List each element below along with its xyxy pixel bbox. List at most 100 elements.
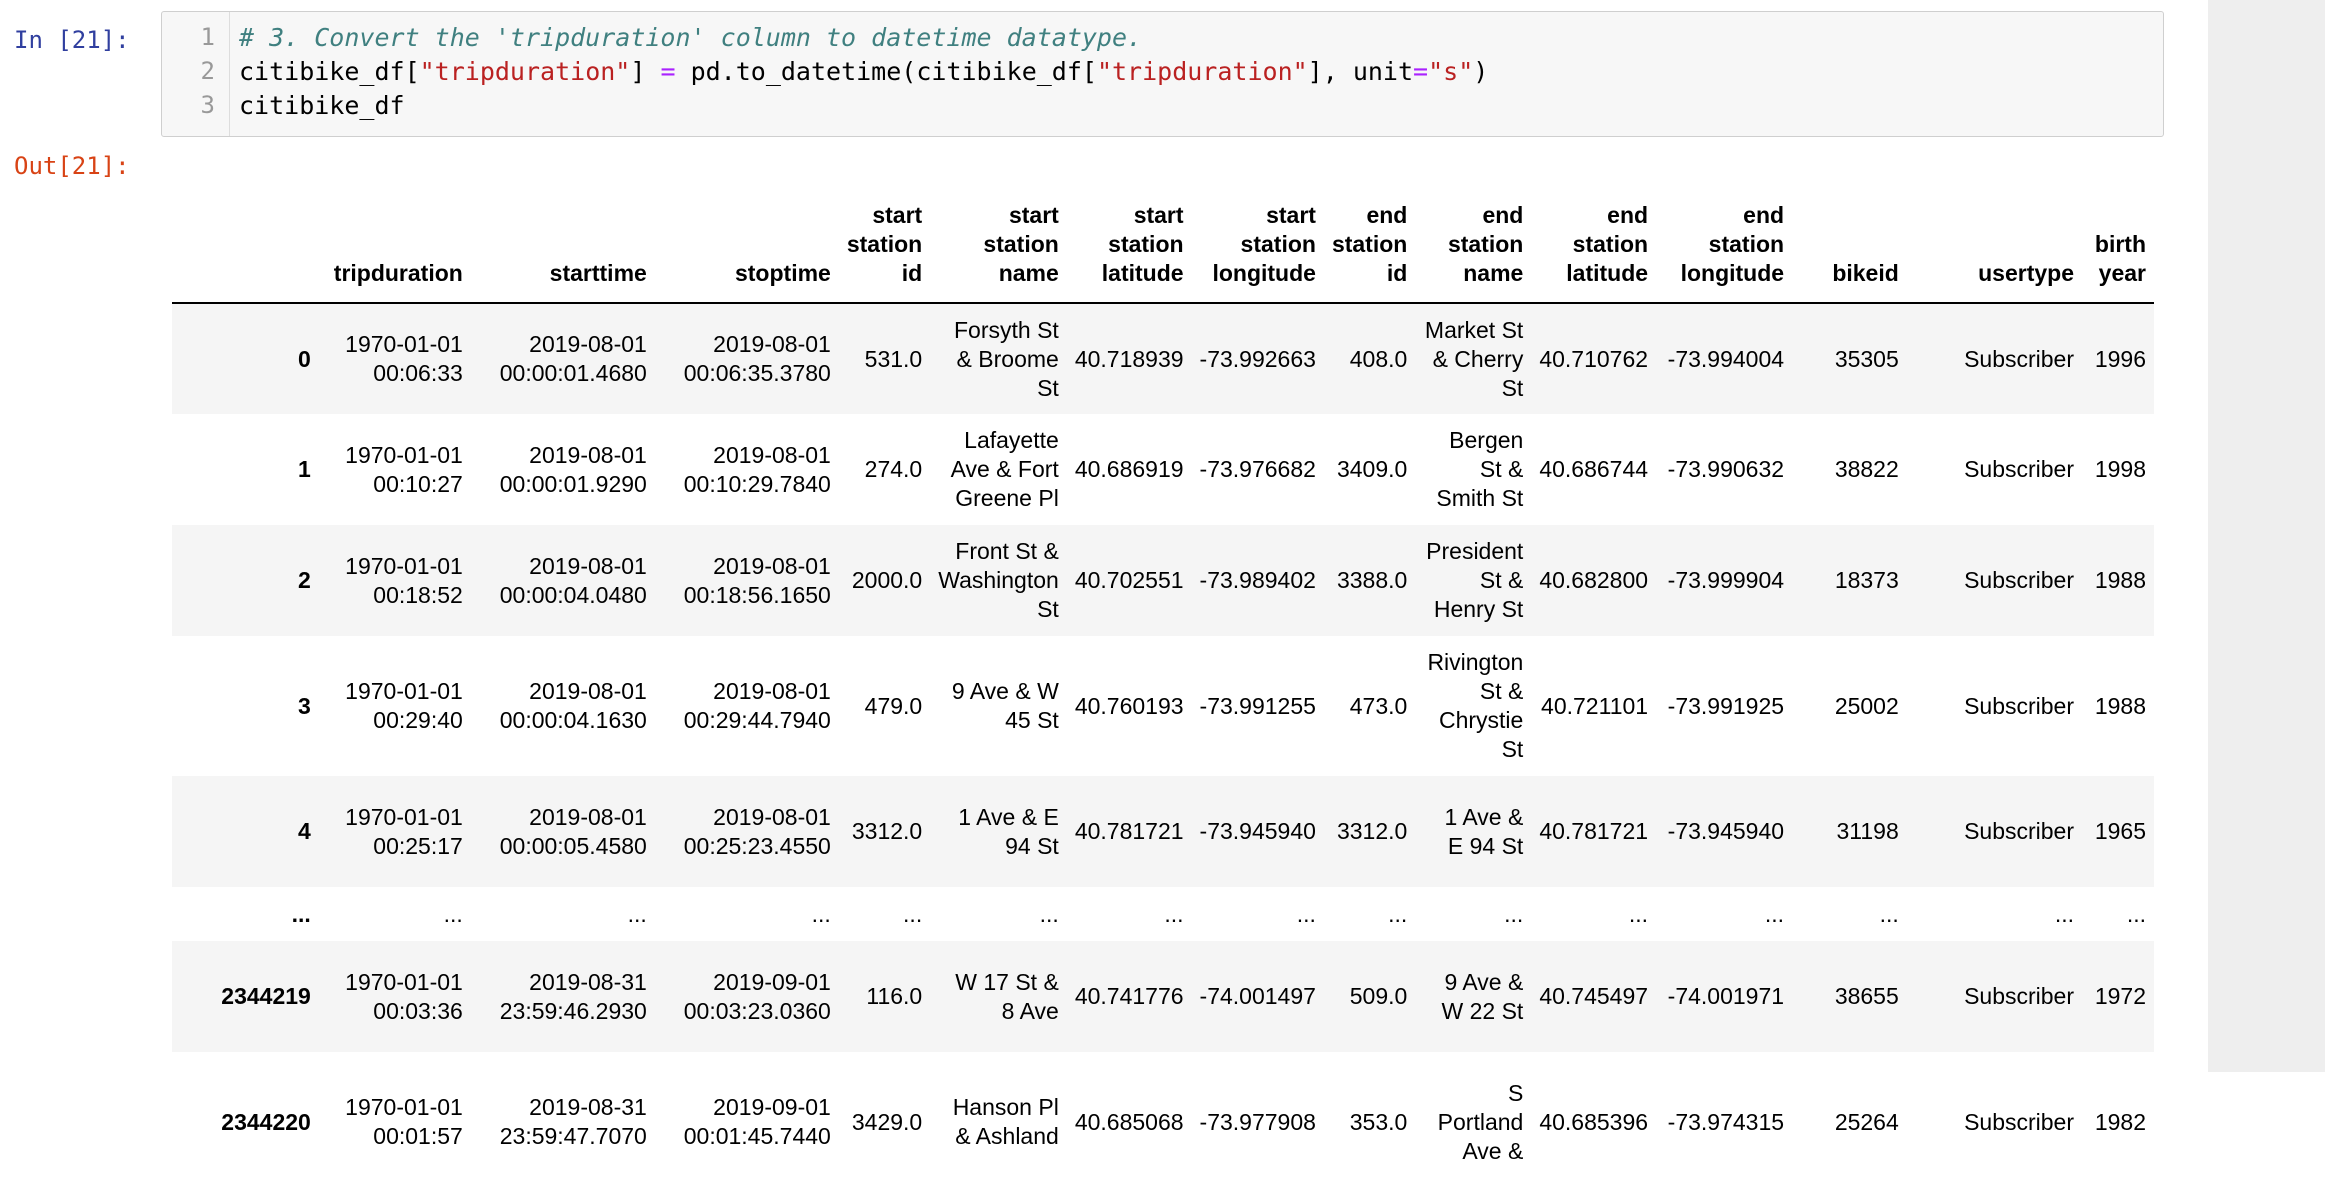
table-cell: 25002 [1834,692,1899,719]
table-cell: W 17 St & 8 Ave [955,968,1059,1024]
column-header: birth year [2082,180,2154,304]
output-prompt: Out[21]: [14,152,130,180]
table-cell: 2019-08-31 23:59:46.2930 [499,968,647,1024]
table-row: 1 1970-01-01 00:10:27 2019-08-01 00:00:01.… [172,414,2154,525]
table-cell: 40.685068 [1074,1108,1184,1135]
table-cell: 116.0 [866,983,923,1009]
table-cell: 40.682800 [1539,567,1649,593]
row-index: 1 [298,456,311,482]
table-cell: 408.0 [1349,345,1408,372]
index-header [172,180,319,304]
table-cell: 35305 [1834,345,1899,372]
table-cell: Subscriber [1964,983,2074,1009]
table-cell: -74.001497 [1199,983,1316,1009]
line-number: 3 [200,91,215,119]
table-cell: -73.976682 [1199,456,1316,482]
code-operator: = [1413,57,1429,86]
table-cell: Subscriber [1964,345,2074,372]
table-cell: ... [903,900,923,927]
table-cell: Front St & Washington St [938,538,1059,622]
column-header: start station id [838,180,931,304]
table-cell: ... [811,900,831,927]
code-operator: = [660,57,676,86]
table-cell: 40.718939 [1074,345,1184,372]
table-cell: 1970-01-01 00:25:17 [345,803,463,859]
line-number: 1 [200,23,215,51]
table-cell: ... [1388,900,1408,927]
column-header: start station latitude [1066,180,1192,304]
table-cell: 40.781721 [1074,818,1184,844]
table-cell: 40.721101 [1541,692,1649,719]
table-cell: 1970-01-01 00:06:33 [345,331,463,386]
table-cell: 1 Ave & E 94 St [1444,803,1524,859]
table-cell: 1998 [2094,456,2146,482]
table-cell: -73.990632 [1667,456,1785,482]
table-cell: 31198 [1836,818,1899,844]
table-cell: 38822 [1834,456,1899,482]
table-row: 2 1970-01-01 00:18:52 2019-08-01 00:00:04.… [172,525,2154,636]
line-number-gutter: 1 2 3 [162,12,230,136]
table-cell: 40.781721 [1539,818,1649,844]
table-cell: -73.945940 [1199,818,1316,844]
table-cell: 1 Ave & E 94 St [958,803,1059,859]
table-cell: ... [2126,900,2146,927]
column-header: end station latitude [1531,180,1657,304]
table-cell: 274.0 [864,456,923,482]
column-header: usertype [1906,180,2082,304]
code-input-cell[interactable]: 1 2 3 # 3. Convert the 'tripduration' co… [161,11,2164,137]
table-cell: 3312.0 [1336,818,1408,844]
row-index: 4 [298,818,311,844]
table-cell: 1988 [2094,567,2146,593]
table-cell: 509.0 [1349,983,1408,1009]
header-row: tripduration starttime stoptime start st… [172,180,2154,304]
dataframe-output: tripduration starttime stoptime start st… [172,180,2154,1192]
table-cell: ... [1628,900,1649,927]
table-cell: ... [1764,900,1785,927]
table-cell: 1970-01-01 00:10:27 [345,441,463,497]
row-index: 3 [298,692,311,719]
table-cell: -73.994004 [1667,345,1785,372]
input-prompt: In [21]: [14,26,130,54]
table-cell: -73.945940 [1667,818,1785,844]
table-cell: 2019-08-01 00:00:05.4580 [499,803,647,859]
table-cell: Subscriber [1964,818,2074,844]
table-cell: 2019-08-01 00:25:23.4550 [683,803,831,859]
table-cell: 3429.0 [851,1108,923,1135]
table-cell: -73.974315 [1667,1108,1785,1135]
table-cell: ... [1296,900,1316,927]
table-cell: 40.685396 [1539,1108,1649,1135]
table-cell: 1970-01-01 00:18:52 [345,552,463,608]
code-line-3: citibike_df [239,91,405,120]
table-cell: 2019-09-01 00:03:23.0360 [683,968,831,1024]
column-header: start station longitude [1191,180,1324,304]
table-cell: Subscriber [1964,456,2074,482]
code-token: ], unit [1307,57,1414,86]
table-cell: ... [1164,900,1184,927]
table-cell: 3312.0 [851,818,923,844]
table-cell: 1970-01-01 00:03:36 [345,968,463,1024]
code-line-1: # 3. Convert the 'tripduration' column t… [239,23,1142,52]
dataframe-table: tripduration starttime stoptime start st… [172,180,2154,1192]
table-row: 3 1970-01-01 00:29:40 2019-08-01 00:00:04.… [172,636,2154,776]
scrollbar-track[interactable] [2208,0,2325,1072]
table-cell: Hanson Pl & Ashland [952,1094,1059,1149]
table-cell: 1970-01-01 00:29:40 [345,678,463,733]
code-token: ] [630,57,661,86]
table-cell: ... [1504,900,1524,927]
row-index: 2 [298,567,311,593]
table-cell: 1972 [2094,983,2146,1009]
table-cell: S Portland Ave & [1437,1079,1524,1164]
column-header: stoptime [654,180,839,304]
table-cell: 1982 [2094,1108,2146,1135]
column-header: end station id [1323,180,1416,304]
column-header: bikeid [1792,180,1907,304]
table-cell: 2019-08-01 00:00:04.0480 [499,552,647,608]
code-token: ) [1473,57,1489,86]
table-cell: 2019-08-01 00:00:01.9290 [499,441,647,497]
table-cell: 1970-01-01 00:01:57 [345,1094,463,1149]
code-string: "tripduration" [1096,57,1308,86]
table-cell: 40.710762 [1539,345,1649,372]
table-cell: 1988 [2094,692,2146,719]
table-cell: 40.760193 [1074,692,1184,719]
table-cell: -73.999904 [1667,567,1785,593]
